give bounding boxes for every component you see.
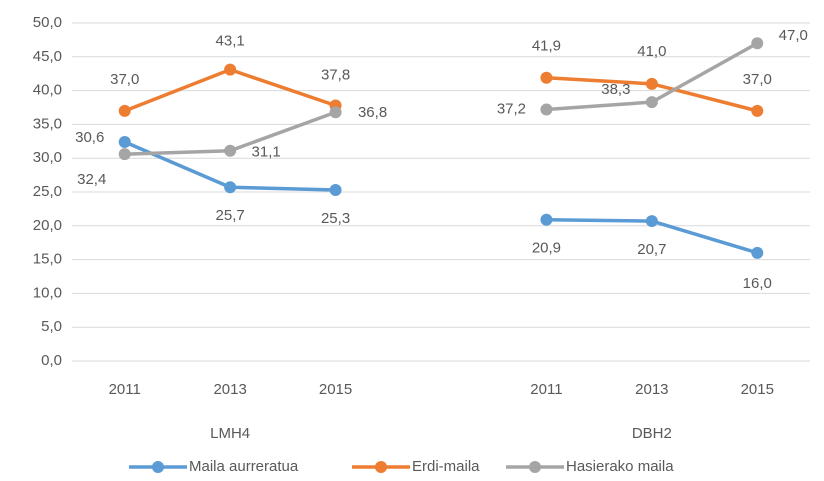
data-label: 20,9 bbox=[532, 240, 561, 257]
group-label: DBH2 bbox=[632, 425, 672, 442]
x-tick-label: 2013 bbox=[635, 381, 668, 398]
y-tick-label: 0,0 bbox=[41, 352, 62, 369]
point bbox=[751, 37, 764, 50]
data-label: 37,0 bbox=[743, 71, 772, 88]
y-tick-label: 25,0 bbox=[33, 183, 62, 200]
data-label: 37,8 bbox=[321, 66, 350, 83]
y-tick-label: 50,0 bbox=[33, 14, 62, 31]
point bbox=[329, 106, 342, 119]
x-tick-label: 2011 bbox=[530, 381, 562, 398]
point bbox=[118, 104, 131, 117]
data-label: 47,0 bbox=[779, 27, 808, 44]
data-label: 37,2 bbox=[497, 100, 526, 117]
data-label: 38,3 bbox=[601, 81, 630, 98]
data-label: 25,3 bbox=[321, 210, 350, 227]
legend-label: Hasierako maila bbox=[566, 458, 674, 475]
data-label: 37,0 bbox=[110, 71, 139, 88]
data-label: 43,1 bbox=[216, 33, 245, 50]
data-label: 41,9 bbox=[532, 38, 561, 55]
y-tick-label: 45,0 bbox=[33, 48, 62, 65]
point bbox=[540, 71, 553, 84]
y-tick-label: 30,0 bbox=[33, 149, 62, 166]
y-tick-label: 5,0 bbox=[41, 318, 62, 335]
y-tick-label: 40,0 bbox=[33, 82, 62, 99]
point bbox=[224, 144, 237, 157]
legend-marker bbox=[152, 461, 164, 473]
point bbox=[224, 63, 237, 76]
point bbox=[540, 213, 553, 226]
data-label: 36,8 bbox=[358, 104, 387, 121]
point bbox=[118, 148, 131, 161]
x-tick-label: 2015 bbox=[319, 381, 352, 398]
data-label: 41,0 bbox=[637, 43, 666, 60]
x-tick-label: 2013 bbox=[213, 381, 246, 398]
point bbox=[118, 135, 131, 148]
point bbox=[329, 183, 342, 196]
data-label: 25,7 bbox=[216, 207, 245, 224]
legend-label: Erdi-maila bbox=[412, 458, 480, 475]
point bbox=[751, 246, 764, 259]
point bbox=[645, 215, 658, 228]
legend-marker bbox=[529, 461, 541, 473]
data-label: 30,6 bbox=[75, 129, 104, 146]
point bbox=[540, 103, 553, 116]
x-tick-label: 2011 bbox=[109, 381, 141, 398]
group-label: LMH4 bbox=[210, 425, 250, 442]
y-tick-label: 35,0 bbox=[33, 115, 62, 132]
data-label: 31,1 bbox=[252, 144, 281, 161]
data-label: 32,4 bbox=[77, 171, 106, 188]
y-tick-label: 10,0 bbox=[33, 284, 62, 301]
point bbox=[645, 77, 658, 90]
legend-marker bbox=[375, 461, 387, 473]
data-label: 20,7 bbox=[637, 241, 666, 258]
x-tick-label: 2015 bbox=[741, 381, 774, 398]
legend-label: Maila aurreratua bbox=[189, 458, 299, 475]
y-tick-label: 15,0 bbox=[33, 251, 62, 268]
data-label: 16,0 bbox=[743, 275, 772, 292]
point bbox=[751, 104, 764, 117]
point bbox=[645, 96, 658, 109]
point bbox=[224, 181, 237, 194]
y-tick-label: 20,0 bbox=[33, 217, 62, 234]
